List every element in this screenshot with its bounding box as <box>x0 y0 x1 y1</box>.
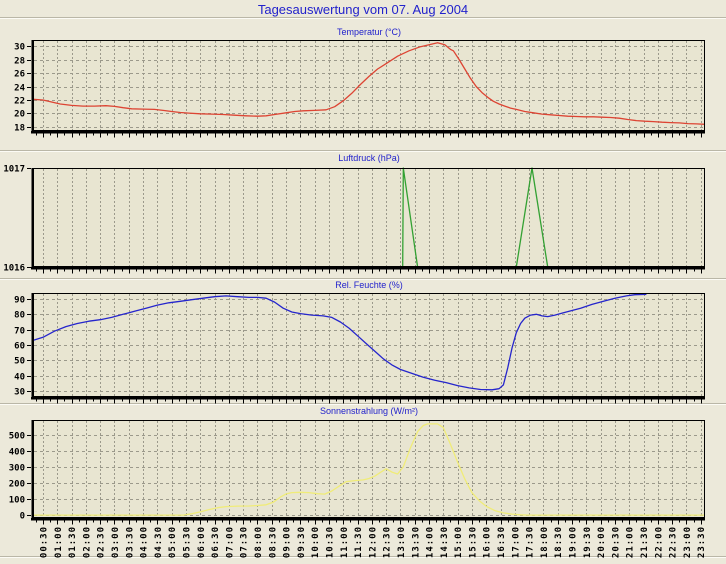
y-tick-label: 90 <box>14 296 25 306</box>
x-tick-label: 02:30 <box>97 526 107 558</box>
x-tick-label: 08:30 <box>268 526 278 558</box>
x-tick-marks <box>36 520 702 525</box>
gridlines <box>34 41 704 130</box>
x-tick-label: 06:00 <box>197 526 207 558</box>
series-line-feuchte <box>32 293 647 391</box>
y-tick-label: 70 <box>14 327 25 337</box>
series-line-temperatur <box>32 42 706 125</box>
gridlines <box>34 294 704 396</box>
y-tick-label: 1017 <box>3 165 25 175</box>
y-tick-label: 0 <box>20 512 25 522</box>
x-tick-label: 10:00 <box>311 526 321 558</box>
x-tick-label: 19:30 <box>583 526 593 558</box>
x-tick-label: 04:00 <box>140 526 150 558</box>
chart-luftdruck: 1016 1017 <box>3 165 705 274</box>
chart-feuchte: 30 40 50 60 70 80 90 <box>14 293 705 404</box>
chart-sonnenstrahlung: 0 100 200 300 400 500 <box>9 420 705 525</box>
x-tick-label: 18:30 <box>554 526 564 558</box>
x-tick-label: 03:30 <box>125 526 135 558</box>
series-line-sonnenstrahlung <box>33 423 705 516</box>
x-tick-label: 20:30 <box>611 526 621 558</box>
y-tick-label: 60 <box>14 342 25 352</box>
chart-title-temperatur: Temperatur (°C) <box>336 27 402 37</box>
y-tick-label: 20 <box>14 110 25 120</box>
x-tick-label: 13:30 <box>411 526 421 558</box>
y-tick-label: 40 <box>14 373 25 383</box>
x-tick-label: 21:00 <box>626 526 636 558</box>
x-tick-label: 14:00 <box>426 526 436 558</box>
y-tick-label: 80 <box>14 311 25 321</box>
x-tick-label: 11:30 <box>354 526 364 558</box>
x-tick-label: 02:00 <box>82 526 92 558</box>
x-tick-label: 16:00 <box>483 526 493 558</box>
y-tick-label: 26 <box>14 70 25 80</box>
x-tick-label: 08:00 <box>254 526 264 558</box>
x-tick-label: 15:00 <box>454 526 464 558</box>
x-tick-label: 03:00 <box>111 526 121 558</box>
x-tick-label: 01:00 <box>54 526 64 558</box>
separator-line <box>0 403 726 405</box>
x-tick-label: 22:30 <box>669 526 679 558</box>
separator-line <box>0 556 726 558</box>
x-tick-label: 12:00 <box>368 526 378 558</box>
x-tick-label: 11:00 <box>340 526 350 558</box>
y-tick-label: 28 <box>14 57 25 67</box>
y-tick-label: 30 <box>14 388 25 398</box>
x-tick-label: 15:30 <box>468 526 478 558</box>
x-tick-label: 07:00 <box>225 526 235 558</box>
x-tick-label: 14:30 <box>440 526 450 558</box>
x-tick-label: 12:30 <box>383 526 393 558</box>
x-tick-label: 17:30 <box>526 526 536 558</box>
y-tick-label: 18 <box>14 124 25 134</box>
y-tick-label: 100 <box>9 496 25 506</box>
x-tick-label: 21:30 <box>640 526 650 558</box>
x-tick-label: 23:30 <box>697 526 707 558</box>
x-tick-label: 18:00 <box>540 526 550 558</box>
x-tick-label: 07:30 <box>240 526 250 558</box>
y-tick-label: 200 <box>9 480 25 490</box>
x-tick-label: 04:30 <box>154 526 164 558</box>
x-tick-label: 09:00 <box>283 526 293 558</box>
x-tick-marks <box>36 133 702 138</box>
y-tick-label: 400 <box>9 448 25 458</box>
x-tick-marks <box>36 399 702 404</box>
separator-line <box>0 150 726 152</box>
x-tick-label: 05:30 <box>182 526 192 558</box>
y-tick-label: 1016 <box>3 264 25 274</box>
chart-title-feuchte: Rel. Feuchte (%) <box>335 280 403 290</box>
chart-title-luftdruck: Luftdruck (hPa) <box>338 153 400 163</box>
gridlines <box>34 421 704 517</box>
separator-line <box>0 278 726 280</box>
gridlines <box>43 169 702 266</box>
y-tick-label: 30 <box>14 43 25 53</box>
x-tick-marks <box>36 269 702 274</box>
x-tick-label: 00:30 <box>40 526 50 558</box>
x-tick-label: 05:00 <box>168 526 178 558</box>
chart-temperatur: 18 20 22 24 26 28 30 <box>14 40 706 138</box>
x-tick-label: 16:30 <box>497 526 507 558</box>
y-tick-label: 500 <box>9 432 25 442</box>
x-tick-label: 10:30 <box>325 526 335 558</box>
x-tick-label: 17:00 <box>511 526 521 558</box>
x-tick-label: 06:30 <box>211 526 221 558</box>
chart-title-sonnenstrahlung: Sonnenstrahlung (W/m²) <box>319 406 419 416</box>
y-tick-label: 22 <box>14 97 25 107</box>
page-title: Tagesauswertung vom 07. Aug 2004 <box>257 2 469 17</box>
x-tick-label: 19:00 <box>569 526 579 558</box>
x-tick-label: 23:00 <box>683 526 693 558</box>
x-tick-label: 13:00 <box>397 526 407 558</box>
x-tick-label: 09:30 <box>297 526 307 558</box>
x-axis-labels: 00:30 01:00 01:30 02:00 02:30 03:00 03:30 04:00… <box>40 526 708 558</box>
y-tick-label: 50 <box>14 357 25 367</box>
y-tick-label: 24 <box>14 84 25 94</box>
x-tick-label: 01:30 <box>68 526 78 558</box>
y-tick-label: 300 <box>9 464 25 474</box>
x-tick-label: 22:00 <box>654 526 664 558</box>
separator-line <box>0 17 726 19</box>
x-tick-label: 20:00 <box>597 526 607 558</box>
